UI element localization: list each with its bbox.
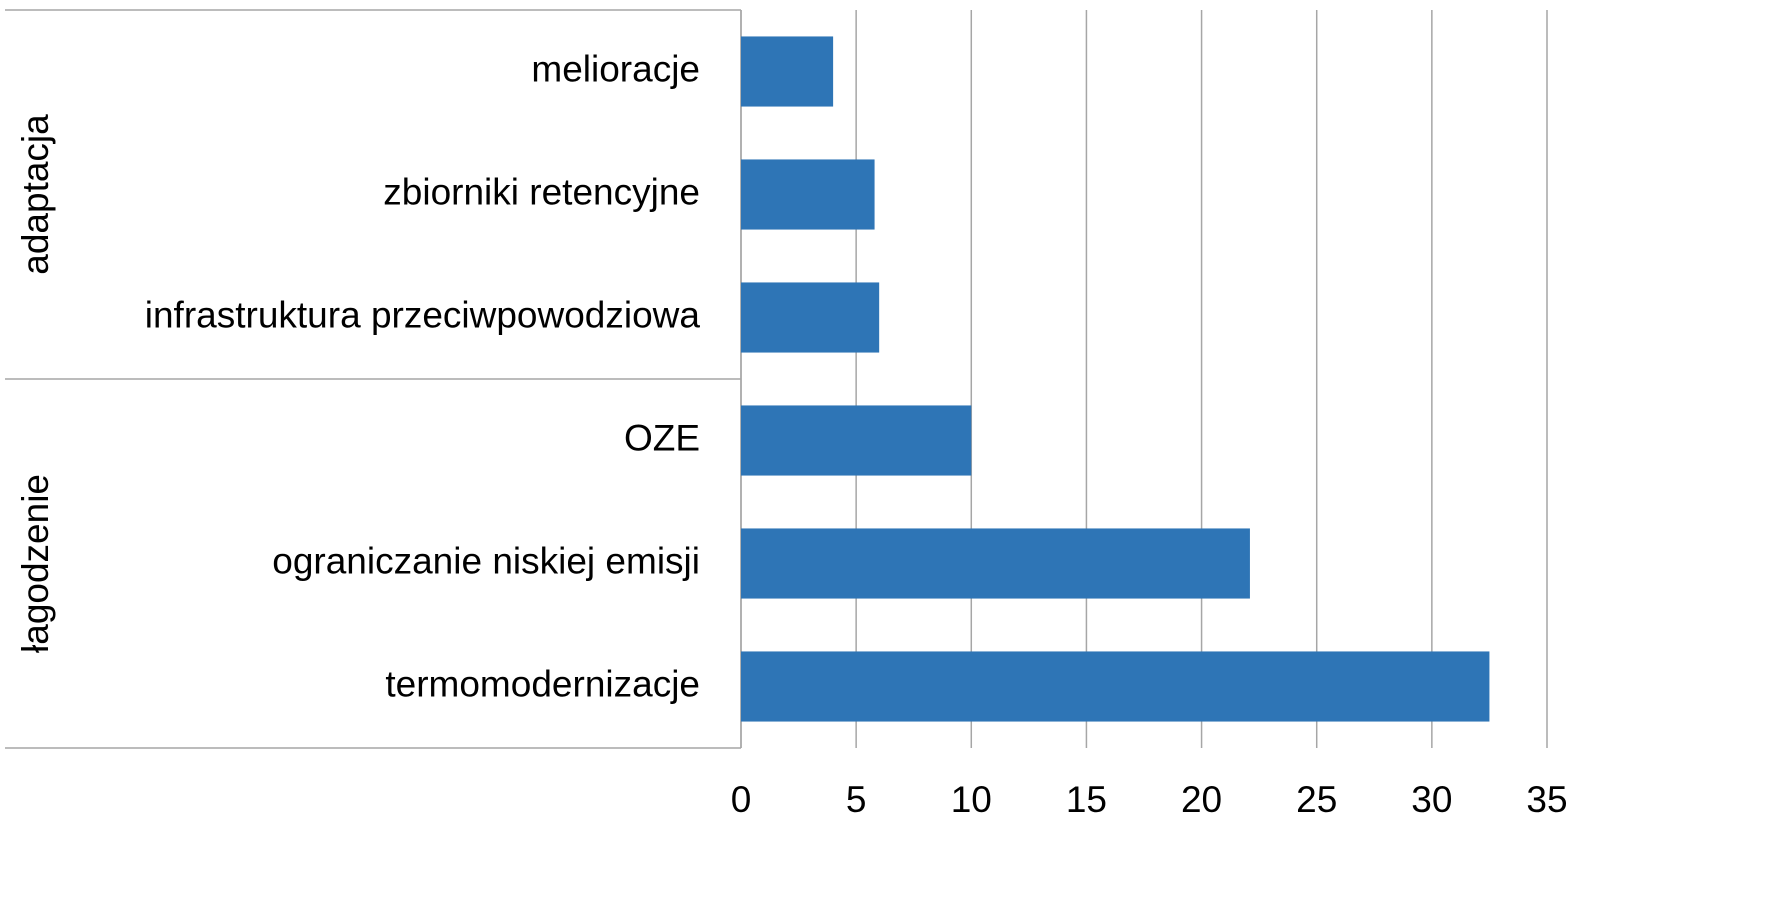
bar [741,36,834,107]
x-tick-label: 5 [846,779,867,820]
group-label: łagodzenie [15,474,56,653]
category-label: infrastruktura przeciwpowodziowa [145,294,701,335]
x-tick-label: 25 [1296,779,1337,820]
x-tick-label: 20 [1181,779,1222,820]
x-tick-label: 0 [731,779,752,820]
bar [741,651,1490,722]
group-label: adaptacja [15,114,56,275]
x-tick-label: 10 [951,779,992,820]
x-tick-label: 30 [1411,779,1452,820]
category-label: termomodernizacje [385,663,700,704]
category-label: OZE [624,417,700,458]
category-label: ograniczanie niskiej emisji [272,540,700,581]
bar [741,405,972,476]
category-label: zbiorniki retencyjne [383,171,700,212]
category-label: melioracje [531,48,700,89]
bar [741,282,880,353]
bar [741,528,1250,599]
x-tick-label: 35 [1526,779,1567,820]
bar [741,159,875,230]
x-tick-label: 15 [1066,779,1107,820]
